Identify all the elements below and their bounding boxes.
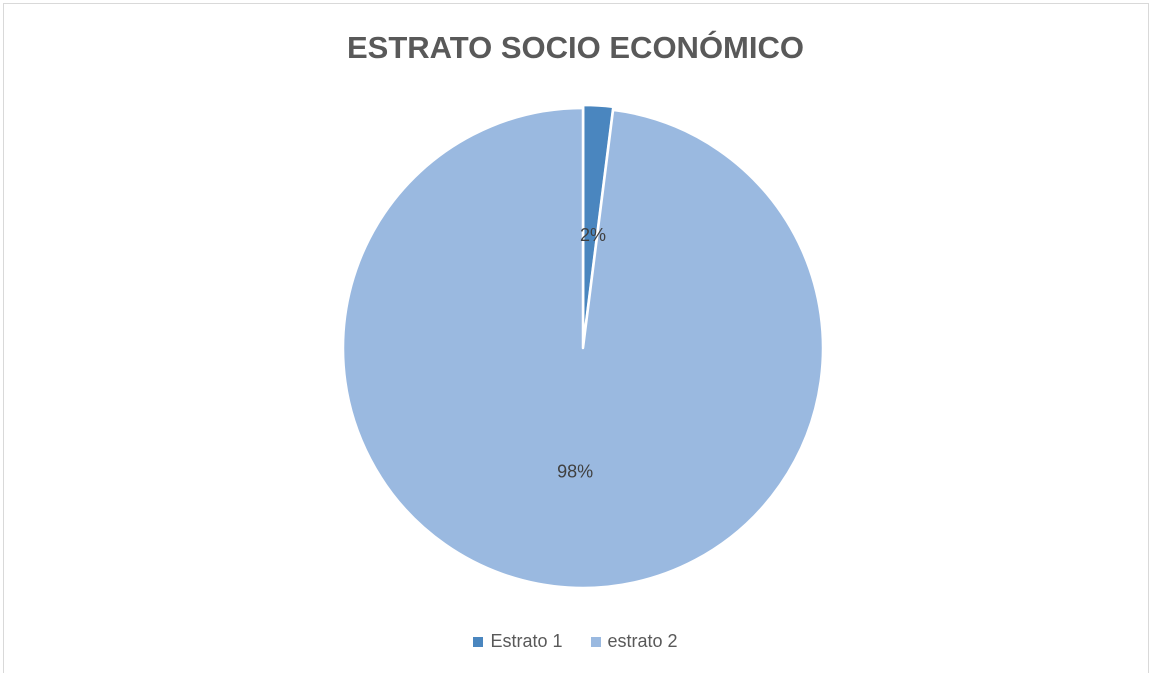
legend: Estrato 1 estrato 2 bbox=[0, 631, 1151, 652]
data-label-estrato-1: 2% bbox=[580, 225, 606, 245]
legend-swatch-estrato-1 bbox=[473, 636, 484, 647]
pie-slices bbox=[341, 103, 825, 590]
legend-item-estrato-1: Estrato 1 bbox=[473, 631, 563, 652]
chart-title: ESTRATO SOCIO ECONÓMICO bbox=[347, 30, 804, 65]
pie-slice-estrato-2 bbox=[341, 106, 825, 590]
legend-swatch-estrato-2 bbox=[590, 636, 601, 647]
legend-item-estrato-2: estrato 2 bbox=[590, 631, 678, 652]
legend-label-estrato-2: estrato 2 bbox=[607, 631, 678, 651]
legend-label-estrato-1: Estrato 1 bbox=[490, 631, 563, 651]
data-label-estrato-2: 98% bbox=[557, 461, 593, 481]
pie-data-labels: 2% 98% bbox=[557, 225, 606, 482]
